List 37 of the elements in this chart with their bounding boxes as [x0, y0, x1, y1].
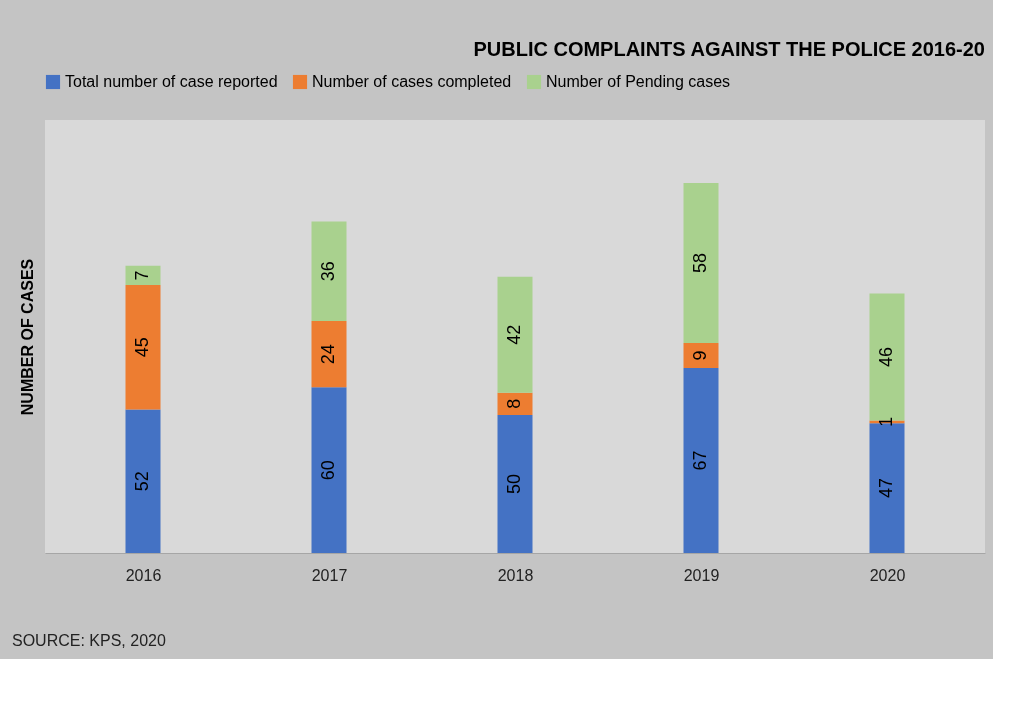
- legend-label: Total number of case reported: [65, 73, 278, 90]
- bar: [683, 367, 719, 553]
- data-label: 8: [504, 398, 524, 409]
- data-label: 36: [318, 261, 338, 282]
- chart-title: PUBLIC COMPLAINTS AGAINST THE POLICE 2016-20: [473, 38, 985, 60]
- data-label: 42: [504, 324, 524, 345]
- x-tick-label: 2017: [311, 566, 348, 584]
- legend-label: Number of Pending cases: [546, 73, 731, 90]
- bar: [311, 321, 347, 388]
- bar: [311, 387, 347, 553]
- data-label: 9: [690, 350, 710, 361]
- bar: [683, 343, 719, 368]
- data-label: 1: [876, 416, 896, 427]
- legend-label: Number of cases completed: [312, 73, 512, 90]
- bar: [125, 265, 161, 286]
- x-tick-label: 2018: [497, 566, 534, 584]
- y-axis-title: NUMBER OF CASES: [18, 258, 36, 416]
- x-tick-label: 2020: [869, 566, 906, 584]
- source-note: SOURCE: KPS, 2020: [12, 632, 166, 649]
- x-tick-label: 2016: [125, 566, 162, 584]
- bar: [125, 409, 161, 553]
- data-label: 60: [318, 460, 338, 481]
- bar: [311, 221, 347, 322]
- data-label: 67: [690, 450, 710, 471]
- data-label: 46: [876, 346, 896, 367]
- data-label: 50: [504, 473, 524, 494]
- bar: [497, 276, 533, 393]
- data-label: 47: [876, 478, 896, 499]
- data-label: 7: [132, 270, 152, 281]
- data-label: 58: [690, 252, 710, 274]
- bar: [497, 414, 533, 553]
- data-label: 45: [132, 337, 152, 358]
- x-tick-label: 2019: [683, 566, 720, 584]
- bar: [125, 285, 161, 410]
- data-label: 24: [318, 344, 338, 365]
- data-label: 52: [132, 471, 152, 492]
- bar: [683, 182, 719, 344]
